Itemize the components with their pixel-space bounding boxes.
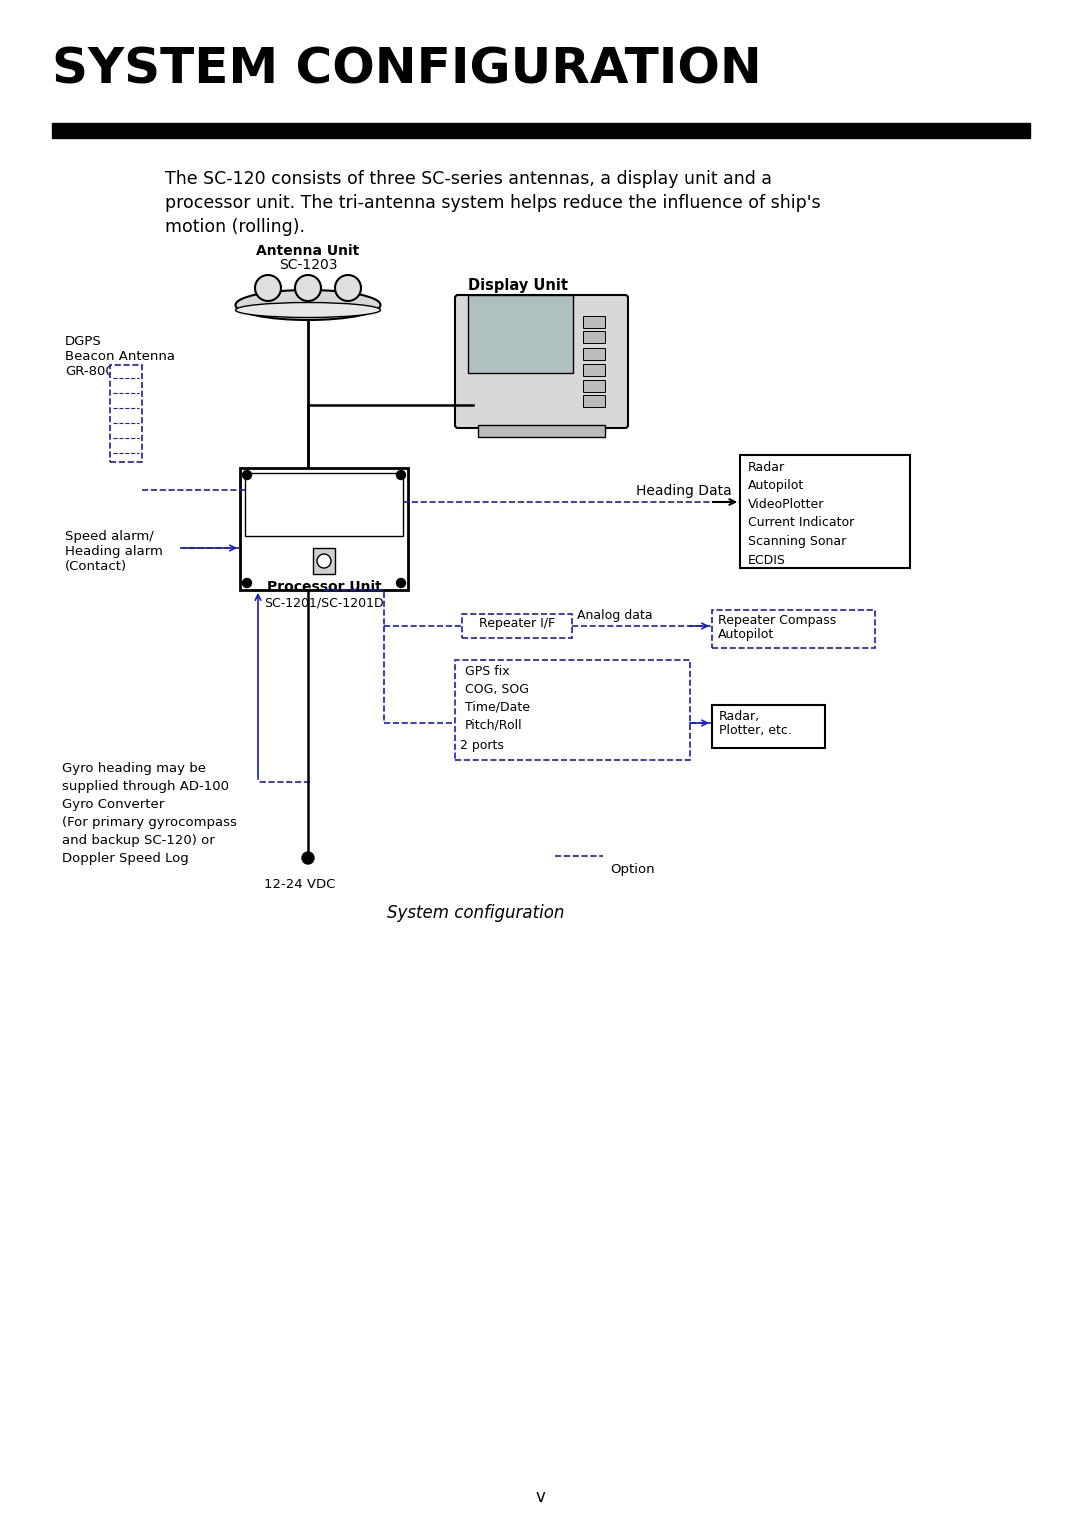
Bar: [313, 549, 335, 575]
Text: GR-800-1-S: GR-800-1-S: [65, 365, 140, 377]
Text: GR-7001: GR-7001: [295, 494, 353, 506]
Bar: [583, 380, 605, 393]
Bar: [245, 474, 403, 536]
Bar: [583, 316, 605, 329]
Circle shape: [243, 579, 252, 587]
Bar: [468, 295, 573, 373]
Circle shape: [396, 579, 405, 587]
Text: (Contact): (Contact): [65, 559, 127, 573]
Circle shape: [302, 853, 314, 863]
Text: Radar
Autopilot
VideoPlotter
Current Indicator
Scanning Sonar
ECDIS: Radar Autopilot VideoPlotter Current Ind…: [748, 461, 854, 567]
Text: Repeater Compass: Repeater Compass: [718, 614, 836, 626]
Bar: [52, 122, 1030, 138]
Ellipse shape: [335, 275, 361, 301]
Bar: [583, 348, 605, 361]
Text: DGPS: DGPS: [65, 335, 102, 348]
Text: v: v: [535, 1488, 545, 1507]
Text: Option: Option: [610, 863, 654, 876]
Text: Heading Data: Heading Data: [636, 484, 732, 498]
Ellipse shape: [235, 290, 380, 319]
Circle shape: [396, 471, 405, 480]
Text: Analog data: Analog data: [577, 610, 652, 622]
Bar: [455, 660, 690, 759]
Text: 2 ports: 2 ports: [460, 740, 504, 752]
Text: Radar,: Radar,: [719, 711, 760, 723]
Text: Beacon Receiver Kit: Beacon Receiver Kit: [257, 478, 391, 490]
Text: Gyro heading may be
supplied through AD-100
Gyro Converter
(For primary gyrocomp: Gyro heading may be supplied through AD-…: [62, 762, 237, 865]
Ellipse shape: [295, 275, 321, 301]
Bar: [110, 365, 141, 461]
Text: SC-602: SC-602: [468, 293, 517, 309]
Text: Autopilot: Autopilot: [718, 628, 774, 642]
Bar: [712, 704, 825, 749]
Bar: [583, 396, 605, 406]
Bar: [583, 364, 605, 376]
Text: SC-1203: SC-1203: [279, 258, 337, 272]
Text: processor unit. The tri-antenna system helps reduce the influence of ship's: processor unit. The tri-antenna system h…: [165, 194, 821, 212]
Text: SC-1201/SC-1201D: SC-1201/SC-1201D: [265, 596, 383, 610]
Bar: [740, 455, 910, 568]
Text: motion (rolling).: motion (rolling).: [165, 219, 305, 235]
Text: 12-24 VDC: 12-24 VDC: [265, 879, 336, 891]
Text: The SC-120 consists of three SC-series antennas, a display unit and a: The SC-120 consists of three SC-series a…: [165, 170, 772, 188]
Text: Repeater I/F: Repeater I/F: [478, 617, 555, 630]
Bar: [583, 332, 605, 342]
Text: System configuration: System configuration: [388, 905, 565, 921]
Text: Heading alarm: Heading alarm: [65, 545, 163, 558]
Text: Plotter, etc.: Plotter, etc.: [719, 724, 792, 736]
Ellipse shape: [235, 303, 380, 318]
Bar: [240, 468, 408, 590]
Text: Processor Unit: Processor Unit: [267, 581, 381, 594]
Bar: [712, 610, 875, 648]
Text: GPS fix
COG, SOG
Time/Date
Pitch/Roll: GPS fix COG, SOG Time/Date Pitch/Roll: [465, 665, 530, 732]
Text: SYSTEM CONFIGURATION: SYSTEM CONFIGURATION: [52, 44, 761, 93]
Text: Speed alarm/: Speed alarm/: [65, 530, 153, 542]
Text: Antenna Unit: Antenna Unit: [256, 244, 360, 258]
Text: Beacon Antenna: Beacon Antenna: [65, 350, 175, 364]
Ellipse shape: [255, 275, 281, 301]
Circle shape: [243, 471, 252, 480]
Bar: [478, 425, 605, 437]
Text: Display Unit: Display Unit: [468, 278, 568, 293]
FancyBboxPatch shape: [455, 295, 627, 428]
Circle shape: [318, 555, 330, 568]
Bar: [462, 614, 572, 639]
